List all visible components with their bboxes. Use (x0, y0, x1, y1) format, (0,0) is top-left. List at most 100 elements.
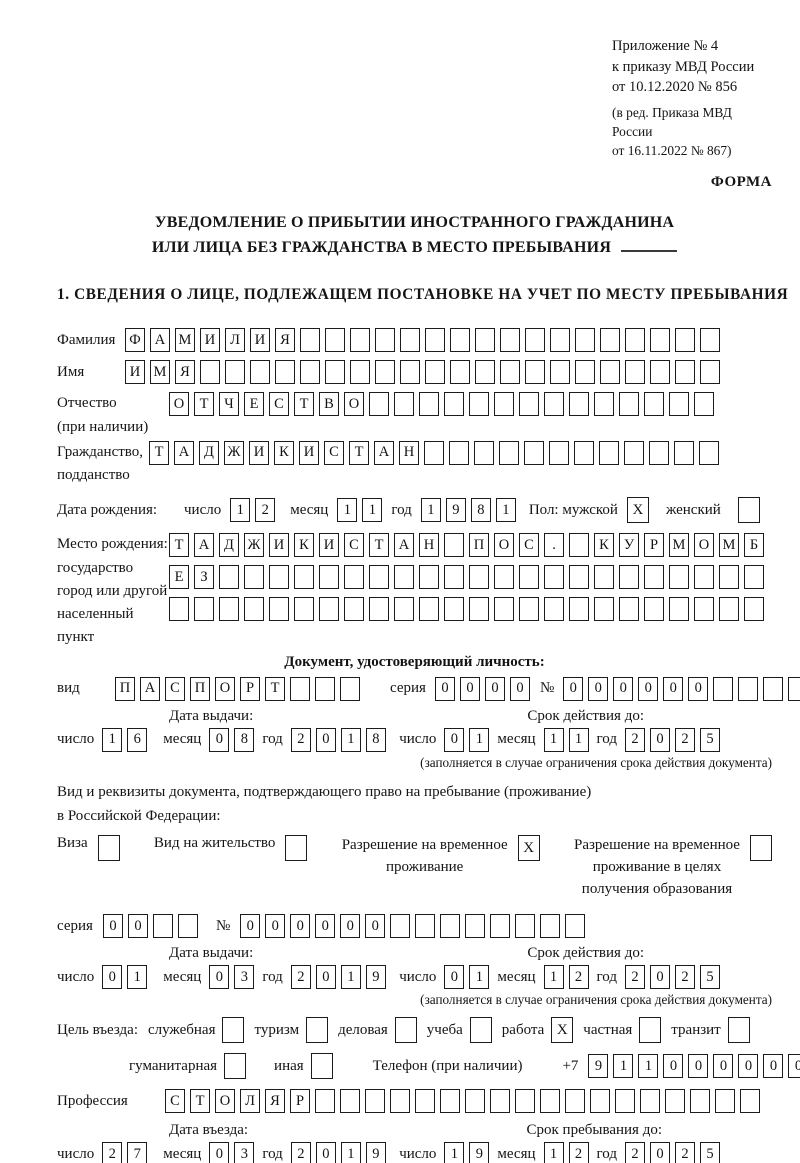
char-cell[interactable] (344, 565, 364, 590)
char-cell[interactable]: А (394, 533, 414, 558)
char-cell[interactable] (424, 440, 444, 465)
char-cell[interactable] (540, 914, 561, 939)
char-cell[interactable] (669, 597, 689, 622)
char-cell[interactable]: 2 (290, 727, 311, 752)
char-cell[interactable] (375, 360, 395, 385)
char-cell[interactable] (544, 392, 564, 417)
char-cell[interactable]: 1 (230, 498, 251, 523)
char-cell[interactable] (275, 360, 295, 385)
char-cell[interactable] (619, 597, 639, 622)
char-cell[interactable]: 1 (495, 498, 516, 523)
temp-residence-edu-checkbox[interactable] (749, 835, 772, 862)
char-cell[interactable]: 0 (102, 914, 123, 939)
char-cell[interactable]: 0 (688, 1054, 709, 1079)
char-cell[interactable]: 0 (638, 676, 659, 701)
char-cell[interactable]: 2 (255, 498, 276, 523)
char-cell[interactable]: 2 (675, 1142, 695, 1163)
char-cell[interactable]: 5 (700, 1142, 720, 1163)
char-cell[interactable]: М (150, 360, 170, 385)
char-cell[interactable]: 2 (568, 1142, 589, 1163)
char-cell[interactable] (194, 597, 214, 622)
char-cell[interactable] (225, 360, 245, 385)
char-cell[interactable] (650, 360, 670, 385)
char-cell[interactable]: 8 (365, 727, 386, 752)
char-cell[interactable] (715, 1089, 735, 1114)
char-cell[interactable] (394, 392, 414, 417)
char-cell[interactable] (244, 565, 264, 590)
char-cell[interactable] (344, 597, 364, 622)
char-cell[interactable]: Д (199, 440, 219, 465)
char-cell[interactable]: 9 (588, 1054, 609, 1079)
char-cell[interactable] (369, 392, 389, 417)
char-cell[interactable] (440, 914, 461, 939)
char-cell[interactable] (565, 1089, 585, 1114)
char-cell[interactable] (694, 392, 714, 417)
char-cell[interactable]: 0 (240, 914, 261, 939)
char-cell[interactable]: 0 (650, 965, 670, 990)
char-cell[interactable]: О (215, 1089, 235, 1114)
char-cell[interactable]: Т (149, 440, 169, 465)
char-cell[interactable]: Б (744, 533, 764, 558)
char-cell[interactable]: Р (240, 676, 260, 701)
char-cell[interactable]: 3 (234, 1142, 255, 1163)
char-cell[interactable] (574, 440, 594, 465)
char-cell[interactable]: Ч (219, 392, 239, 417)
char-cell[interactable] (519, 565, 539, 590)
char-cell[interactable]: 0 (650, 727, 670, 752)
char-cell[interactable] (569, 565, 589, 590)
char-cell[interactable] (152, 914, 173, 939)
char-cell[interactable] (319, 597, 339, 622)
char-cell[interactable]: 9 (469, 1142, 490, 1163)
char-cell[interactable] (219, 565, 239, 590)
char-cell[interactable] (625, 328, 645, 353)
char-cell[interactable]: 1 (362, 498, 383, 523)
visa-checkbox[interactable] (97, 835, 120, 862)
male-checkbox[interactable]: X (626, 497, 649, 524)
char-cell[interactable]: О (215, 676, 235, 701)
char-cell[interactable] (550, 328, 570, 353)
char-cell[interactable]: 1 (469, 727, 490, 752)
char-cell[interactable]: 2 (625, 1142, 645, 1163)
char-cell[interactable]: 2 (102, 1142, 123, 1163)
char-cell[interactable] (315, 676, 335, 701)
char-cell[interactable]: 0 (444, 965, 465, 990)
char-cell[interactable]: М (175, 328, 195, 353)
char-cell[interactable]: 1 (469, 965, 490, 990)
char-cell[interactable] (694, 597, 714, 622)
char-cell[interactable] (469, 597, 489, 622)
char-cell[interactable]: 0 (209, 1142, 230, 1163)
char-cell[interactable] (500, 328, 520, 353)
char-cell[interactable]: 0 (663, 1054, 684, 1079)
char-cell[interactable]: А (140, 676, 160, 701)
char-cell[interactable] (444, 597, 464, 622)
char-cell[interactable] (494, 392, 514, 417)
char-cell[interactable] (640, 1089, 660, 1114)
char-cell[interactable]: 0 (265, 914, 286, 939)
char-cell[interactable] (425, 360, 445, 385)
char-cell[interactable] (419, 392, 439, 417)
char-cell[interactable]: Т (349, 440, 369, 465)
char-cell[interactable]: 0 (663, 676, 684, 701)
char-cell[interactable]: Т (190, 1089, 210, 1114)
char-cell[interactable]: 1 (638, 1054, 659, 1079)
char-cell[interactable]: 0 (365, 914, 386, 939)
char-cell[interactable]: 0 (315, 965, 336, 990)
char-cell[interactable]: С (344, 533, 364, 558)
char-cell[interactable] (594, 392, 614, 417)
char-cell[interactable]: 2 (675, 965, 695, 990)
char-cell[interactable] (525, 360, 545, 385)
char-cell[interactable] (699, 440, 719, 465)
char-cell[interactable]: 9 (365, 965, 386, 990)
char-cell[interactable]: А (194, 533, 214, 558)
char-cell[interactable]: Т (169, 533, 189, 558)
char-cell[interactable]: 0 (102, 965, 123, 990)
char-cell[interactable]: 9 (365, 1142, 386, 1163)
char-cell[interactable] (450, 328, 470, 353)
char-cell[interactable]: С (165, 1089, 185, 1114)
char-cell[interactable]: У (619, 533, 639, 558)
char-cell[interactable]: 0 (613, 676, 634, 701)
purpose-transit-checkbox[interactable] (727, 1017, 750, 1044)
char-cell[interactable] (575, 360, 595, 385)
char-cell[interactable]: И (269, 533, 289, 558)
char-cell[interactable]: В (319, 392, 339, 417)
